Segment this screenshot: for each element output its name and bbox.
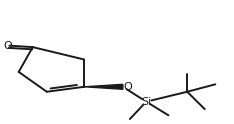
Text: Si: Si [141, 97, 151, 107]
Polygon shape [84, 84, 123, 89]
Text: O: O [124, 82, 132, 92]
Text: O: O [3, 41, 12, 51]
